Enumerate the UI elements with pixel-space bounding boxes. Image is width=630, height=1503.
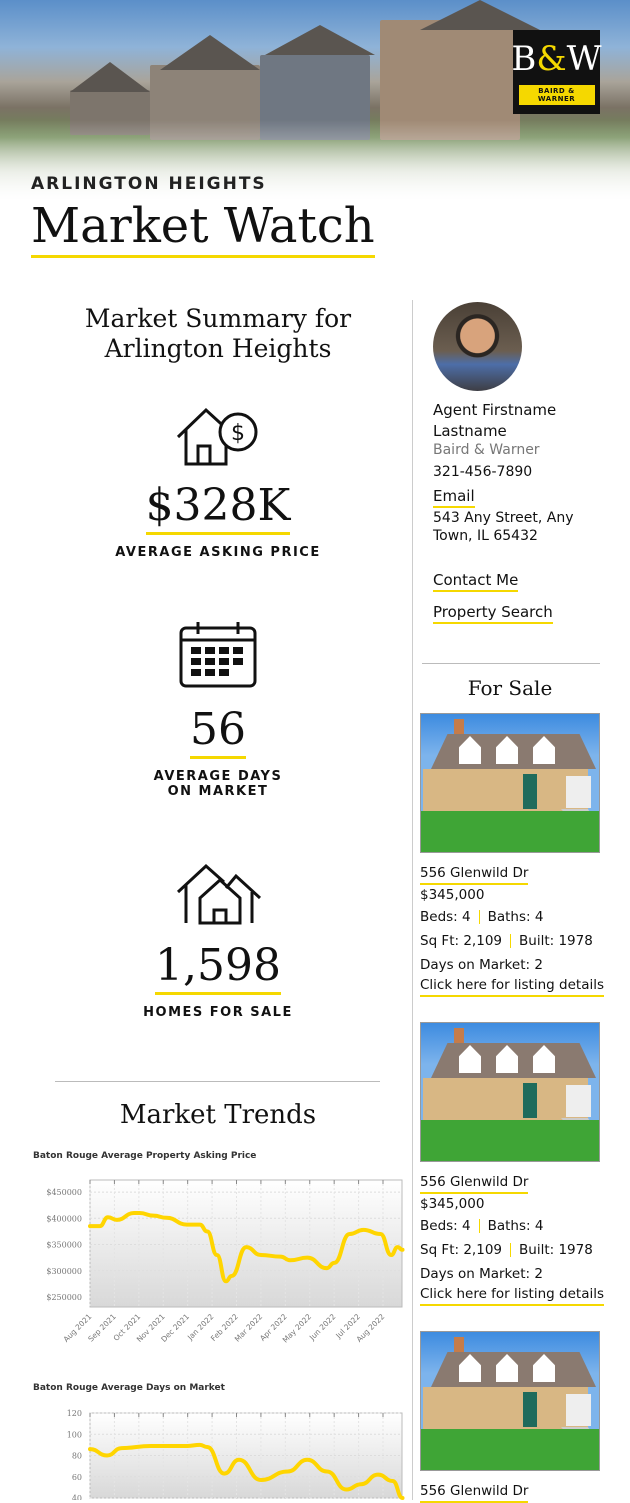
stat-average-asking-price: $328K AVERAGE ASKING PRICE [40, 480, 396, 560]
separator [479, 910, 480, 924]
baths-value: 4 [535, 909, 544, 925]
column-divider [412, 300, 413, 1500]
sqft-value: 2,109 [463, 1242, 502, 1258]
y-tick-label: 120 [67, 1409, 82, 1418]
stat-homes-for-sale: 1,598 HOMES FOR SALE [40, 940, 396, 1020]
listing-price: $345,000 [420, 885, 610, 905]
y-tick-label: 60 [72, 1473, 82, 1482]
y-tick-label: $400000 [46, 1214, 82, 1223]
y-tick-label: 40 [72, 1494, 82, 1500]
listing-days-on-market: Days on Market: 2 [420, 1264, 610, 1284]
built-value: 1978 [558, 1242, 592, 1258]
separator [510, 934, 511, 948]
dom-value: 2 [534, 1266, 543, 1282]
y-tick-label: $350000 [46, 1241, 82, 1250]
calendar-icon [168, 620, 268, 690]
dom-label: Days on Market: [420, 957, 530, 973]
built-label: Built: [519, 933, 554, 949]
page-title: Market Watch [31, 197, 375, 258]
built-label: Built: [519, 1242, 554, 1258]
agent-photo [433, 302, 522, 391]
baths-label: Baths: [488, 909, 531, 925]
dom-value: 2 [534, 957, 543, 973]
email-link[interactable]: Email [433, 486, 475, 508]
y-tick-label: $450000 [46, 1188, 82, 1197]
agent-name: Agent Firstname Lastname [433, 400, 583, 442]
separator [479, 1219, 480, 1233]
listing-address-link[interactable]: 556 Glenwild Dr [420, 863, 528, 885]
built-value: 1978 [558, 933, 592, 949]
listing-photo[interactable] [420, 1331, 600, 1471]
y-tick-label: $300000 [46, 1267, 82, 1276]
listing-sqft-built: Sq Ft: 2,109 Built: 1978 [420, 931, 610, 951]
section-divider [55, 1081, 380, 1082]
svg-text:$: $ [231, 421, 245, 446]
contact-me-link[interactable]: Contact Me [433, 570, 518, 592]
baths-label: Baths: [488, 1218, 531, 1234]
beds-label: Beds: [420, 909, 458, 925]
separator [510, 1243, 511, 1257]
beds-value: 4 [462, 909, 471, 925]
property-search-link[interactable]: Property Search [433, 602, 553, 624]
market-trends-heading: Market Trends [40, 1100, 396, 1130]
sqft-label: Sq Ft: [420, 1242, 459, 1258]
sqft-label: Sq Ft: [420, 933, 459, 949]
stat-average-days-on-market: 56 AVERAGE DAYS ON MARKET [40, 704, 396, 799]
listing-card: 556 Glenwild Dr [420, 1331, 610, 1503]
listing-sqft-built: Sq Ft: 2,109 Built: 1978 [420, 1240, 610, 1260]
listing-days-on-market: Days on Market: 2 [420, 955, 610, 975]
baths-value: 4 [535, 1218, 544, 1234]
listing-photo[interactable] [420, 1022, 600, 1162]
for-sale-heading: For Sale [420, 676, 600, 700]
agent-company: Baird & Warner [433, 440, 540, 461]
houses-icon [168, 860, 268, 930]
y-tick-label: 80 [72, 1452, 82, 1461]
plot-area [90, 1180, 402, 1307]
right-divider [422, 663, 600, 664]
summary-heading: Market Summary for Arlington Heights [40, 304, 396, 364]
city-kicker: ARLINGTON HEIGHTS [31, 174, 267, 194]
y-tick-label: 100 [67, 1430, 82, 1439]
listing-details-link[interactable]: Click here for listing details [420, 975, 604, 997]
days-on-market-chart: 120 100 80 60 40 [20, 1375, 410, 1500]
house-dollar-icon: $ [168, 402, 268, 472]
x-tick-label: Jun 2022 [307, 1312, 338, 1343]
sqft-value: 2,109 [463, 933, 502, 949]
listing-photo[interactable] [420, 713, 600, 853]
baird-warner-logo[interactable]: B&W BAIRD & WARNER [513, 30, 600, 114]
dom-label: Days on Market: [420, 1266, 530, 1282]
agent-phone: 321-456-7890 [433, 462, 532, 483]
y-tick-label: $250000 [46, 1293, 82, 1302]
beds-value: 4 [462, 1218, 471, 1234]
listing-address-link[interactable]: 556 Glenwild Dr [420, 1172, 528, 1194]
listing-details-link[interactable]: Click here for listing details [420, 1284, 604, 1306]
agent-address: 543 Any Street, Any Town, IL 65432 [433, 509, 583, 545]
listing-price: $345,000 [420, 1194, 610, 1214]
beds-label: Beds: [420, 1218, 458, 1234]
